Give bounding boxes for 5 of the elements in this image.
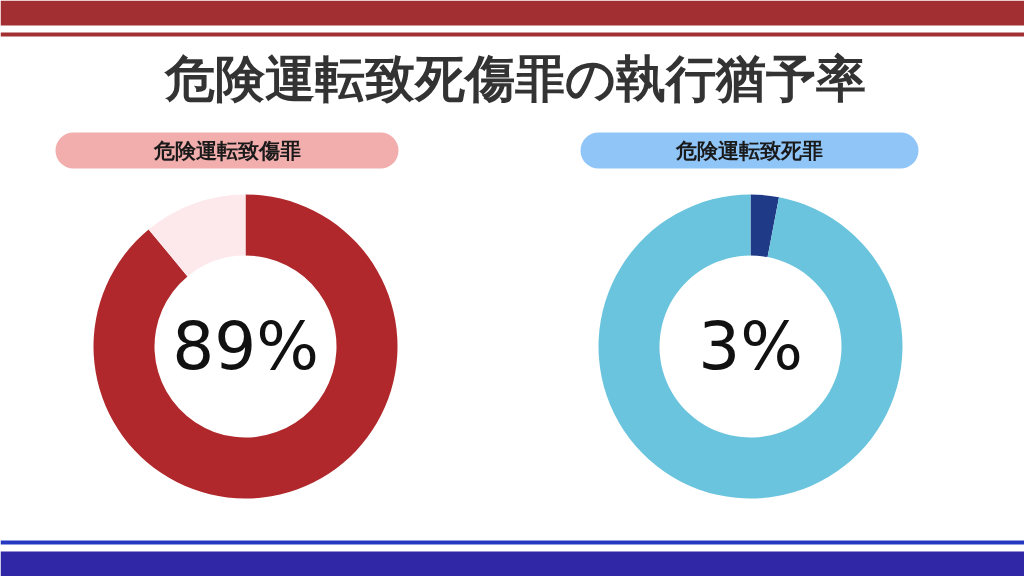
chart-subtitle: 危険運転致死罪	[675, 138, 823, 163]
text: 3%	[698, 308, 803, 385]
text: 危険運転致死傷罪の執行猶予率	[164, 49, 866, 108]
text: 89%	[172, 308, 319, 385]
chart-subtitle: 危険運転致傷罪	[152, 138, 301, 163]
